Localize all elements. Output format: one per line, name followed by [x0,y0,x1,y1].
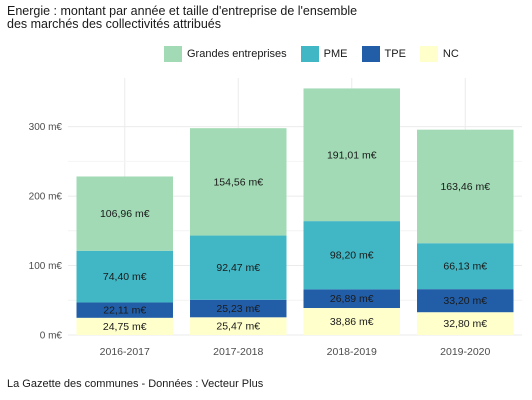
bar-segment [303,221,400,290]
chart-legend: Grandes entreprises PME TPE NC [164,46,473,62]
legend-label: TPE [384,48,406,60]
bar-value-label: 33,20 m€ [443,295,487,307]
x-tick-label: 2017-2018 [213,346,263,358]
bar-segment [303,308,400,335]
bar-value-label: 25,47 m€ [216,321,260,333]
bar-value-label: 106,96 m€ [100,208,150,220]
bar-value-label: 191,01 m€ [327,149,377,161]
source-caption: La Gazette des communes - Données : Vect… [7,378,264,390]
bar-value-label: 26,89 m€ [330,293,374,305]
legend-swatch [164,46,182,62]
legend-swatch [300,46,319,62]
bar-segment [76,176,173,251]
legend-label: NC [442,48,459,60]
chart-title-line-2: des marchés des collectivités attribués [7,17,221,31]
bar-segment [417,243,514,290]
bar-segment [190,299,287,318]
bar-segment [190,128,287,236]
bar-value-label: 163,46 m€ [440,181,490,193]
legend-swatch [361,46,380,62]
bar-value-label: 32,80 m€ [443,318,487,330]
bar-value-label: 66,13 m€ [443,261,487,273]
legend-label: Grandes entreprises [187,48,287,60]
bar-value-label: 25,23 m€ [216,303,260,315]
bar-value-label: 92,47 m€ [216,262,260,274]
legend-item: Grandes entreprises [164,46,287,62]
bar-value-label: 38,86 m€ [330,316,374,328]
legend-item: TPE [361,46,406,62]
bar-segment [417,312,514,335]
bar-segment [190,317,287,335]
legend-item: NC [419,46,459,62]
bar-segment [417,289,514,313]
bar-segment [417,129,514,244]
bar-segment [76,250,173,303]
legend-swatch [419,46,438,62]
x-tick-label: 2018-2019 [327,346,377,358]
y-tick-label: 100 m€ [29,261,63,272]
bar-segment [303,88,400,222]
legend-item: PME [300,46,348,62]
y-tick-label: 300 m€ [29,122,63,133]
chart-title-line-1: Energie : montant par année et taille d'… [7,4,358,18]
legend-label: PME [323,48,348,60]
bar-value-label: 154,56 m€ [213,176,263,188]
x-tick-label: 2019-2020 [440,346,490,358]
x-tick-label: 2016-2017 [100,346,150,358]
y-tick-label: 200 m€ [29,192,63,203]
bar-value-label: 98,20 m€ [330,250,374,262]
bar-segment [76,317,173,335]
bar-value-label: 74,40 m€ [103,271,147,283]
bar-value-label: 24,75 m€ [103,321,147,333]
bar-segment [76,302,173,318]
bar-segment [190,235,287,300]
bar-value-label: 22,11 m€ [103,305,146,317]
bar-segment [303,289,400,309]
chart-title: Energie : montant par année et taille d'… [7,5,357,31]
y-tick-label: 0 m€ [40,331,63,342]
